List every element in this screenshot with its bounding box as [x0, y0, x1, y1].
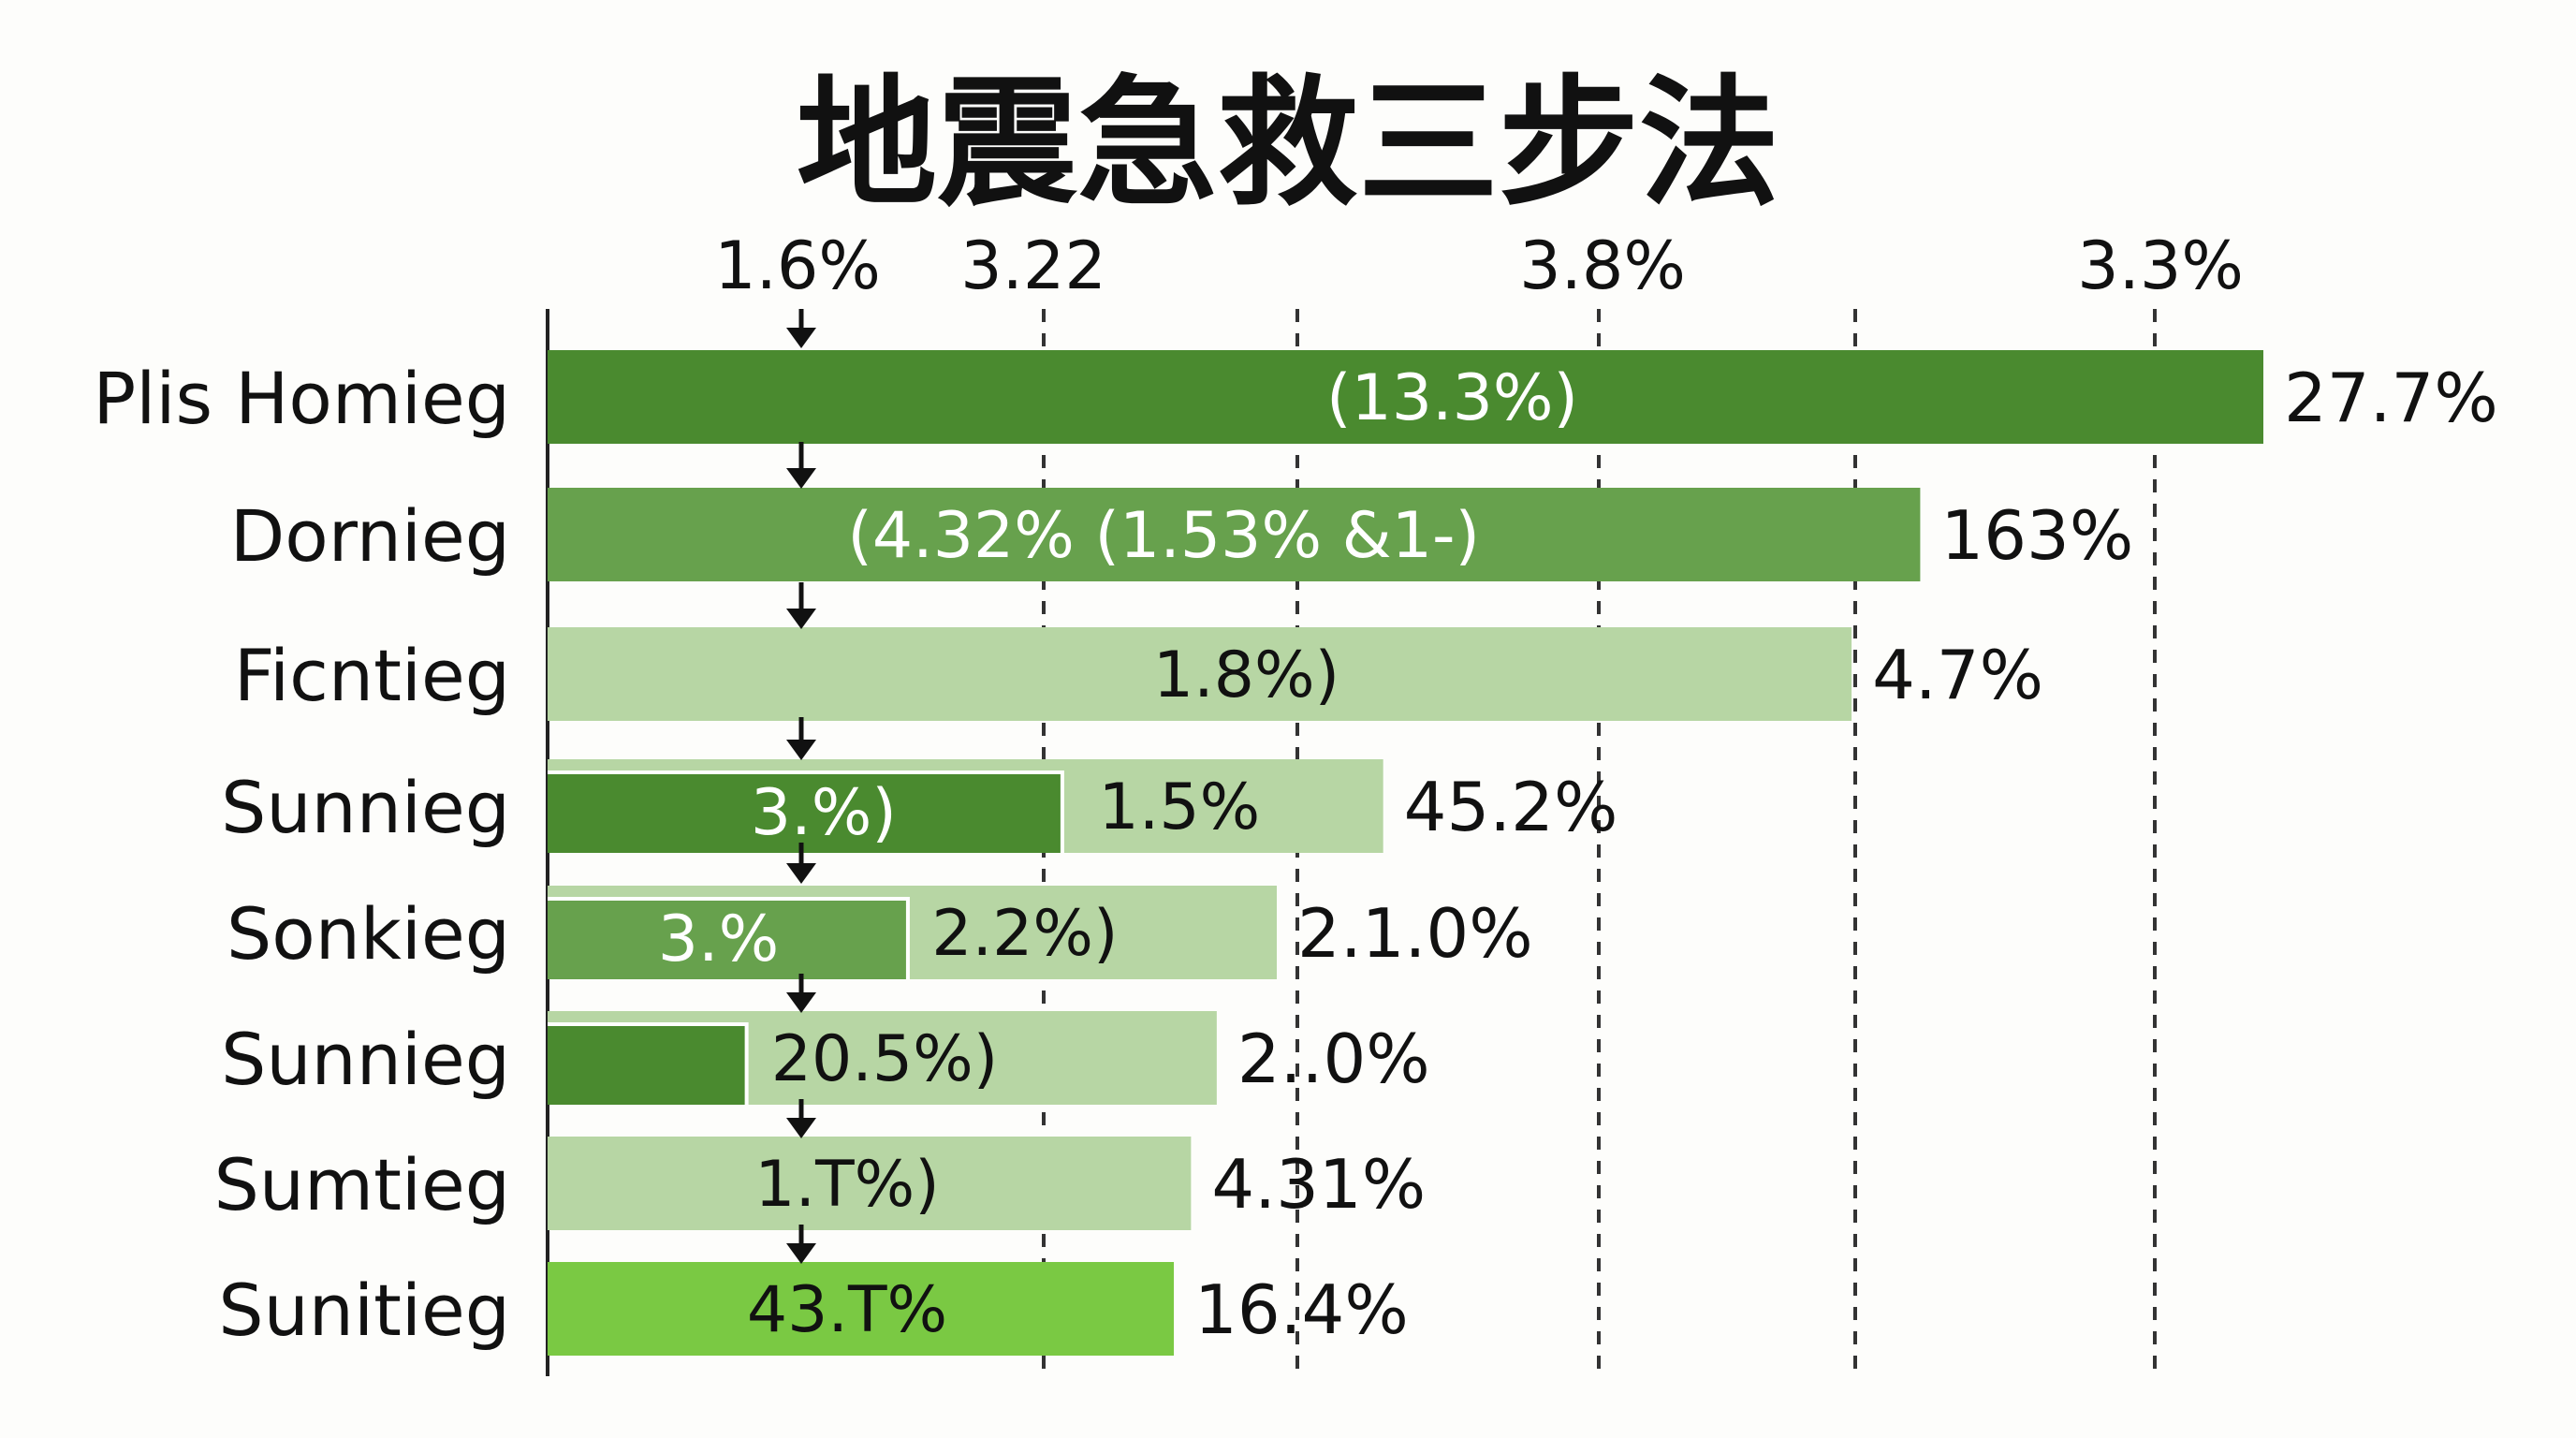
bar-inner-label-4: 2.2%) [931, 897, 1118, 971]
tick-label-3: 3.3% [2077, 227, 2244, 304]
top-tick-labels: 1.6% 3.22 3.8% 3.3% [714, 227, 2244, 304]
bar-value-label-6: 4.31% [1211, 1145, 1426, 1224]
category-label-2: Ficntieg [234, 634, 510, 717]
arrow-head-0 [786, 328, 816, 348]
arrow-head-1 [786, 468, 816, 489]
bar-inner-label-2: 1.8%) [1153, 638, 1339, 712]
bar-segment-label-3: 3.%) [751, 776, 897, 850]
arrow-head-4 [786, 863, 816, 884]
bar-inner-label-5: 20.5%) [771, 1022, 999, 1096]
tick-label-0: 1.6% [714, 227, 881, 304]
arrow-head-7 [786, 1243, 816, 1264]
category-label-5: Sunnieg [221, 1018, 510, 1101]
category-label-7: Sunitieg [218, 1269, 510, 1352]
bar-value-label-1: 163% [1940, 496, 2133, 575]
bar-1 [548, 488, 1921, 581]
category-label-3: Sunnieg [221, 766, 510, 849]
chart-title: 地震急救三步法 [797, 63, 1779, 226]
bar-value-label-3: 45.2% [1404, 768, 1618, 846]
bar-value-label-4: 2.1.0% [1297, 894, 1533, 973]
bar-segment-5 [548, 1026, 747, 1105]
bar-6 [548, 1137, 1192, 1230]
bar-value-label-2: 4.7% [1872, 636, 2043, 714]
tick-label-1: 3.22 [960, 227, 1106, 304]
bar-value-label-7: 16.4% [1194, 1270, 1409, 1349]
arrow-markers [786, 309, 816, 1264]
bar-inner-label-7: 43.T% [747, 1273, 947, 1347]
bar-inner-label-1: (4.32% (1.53% &1-) [847, 499, 1480, 573]
category-label-4: Sonkieg [227, 892, 510, 976]
bar-value-label-0: 27.7% [2284, 359, 2498, 437]
bar-segment-label-4: 3.% [658, 902, 780, 976]
bar-0 [548, 350, 2263, 444]
arrow-head-6 [786, 1118, 816, 1138]
bar-value-label-5: 2..0% [1237, 1020, 1430, 1098]
bar-7 [548, 1262, 1175, 1356]
category-label-0: Plis Homieg [93, 357, 510, 440]
bar-inner-label-6: 1.T%) [754, 1148, 940, 1222]
arrow-head-3 [786, 740, 816, 760]
arrow-head-2 [786, 609, 816, 629]
bar-inner-label-3: 1.5% [1099, 770, 1261, 844]
bar-segment-4 [548, 901, 908, 979]
category-label-6: Sumtieg [214, 1143, 510, 1226]
category-labels: Plis Homieg Dornieg Ficntieg Sunnieg Sonkieg… [93, 357, 510, 1352]
bar-inner-label-0: (13.3%) [1326, 361, 1578, 435]
category-label-1: Dornieg [230, 494, 510, 578]
bars: (13.3%) 27.7% (4.32% (1.53% &1-) 163% 1.8%) 4… [548, 350, 2498, 1356]
bar-segment-3 [548, 774, 1062, 853]
arrow-head-5 [786, 992, 816, 1013]
bar-2 [548, 627, 1852, 721]
tick-label-2: 3.8% [1519, 227, 1686, 304]
